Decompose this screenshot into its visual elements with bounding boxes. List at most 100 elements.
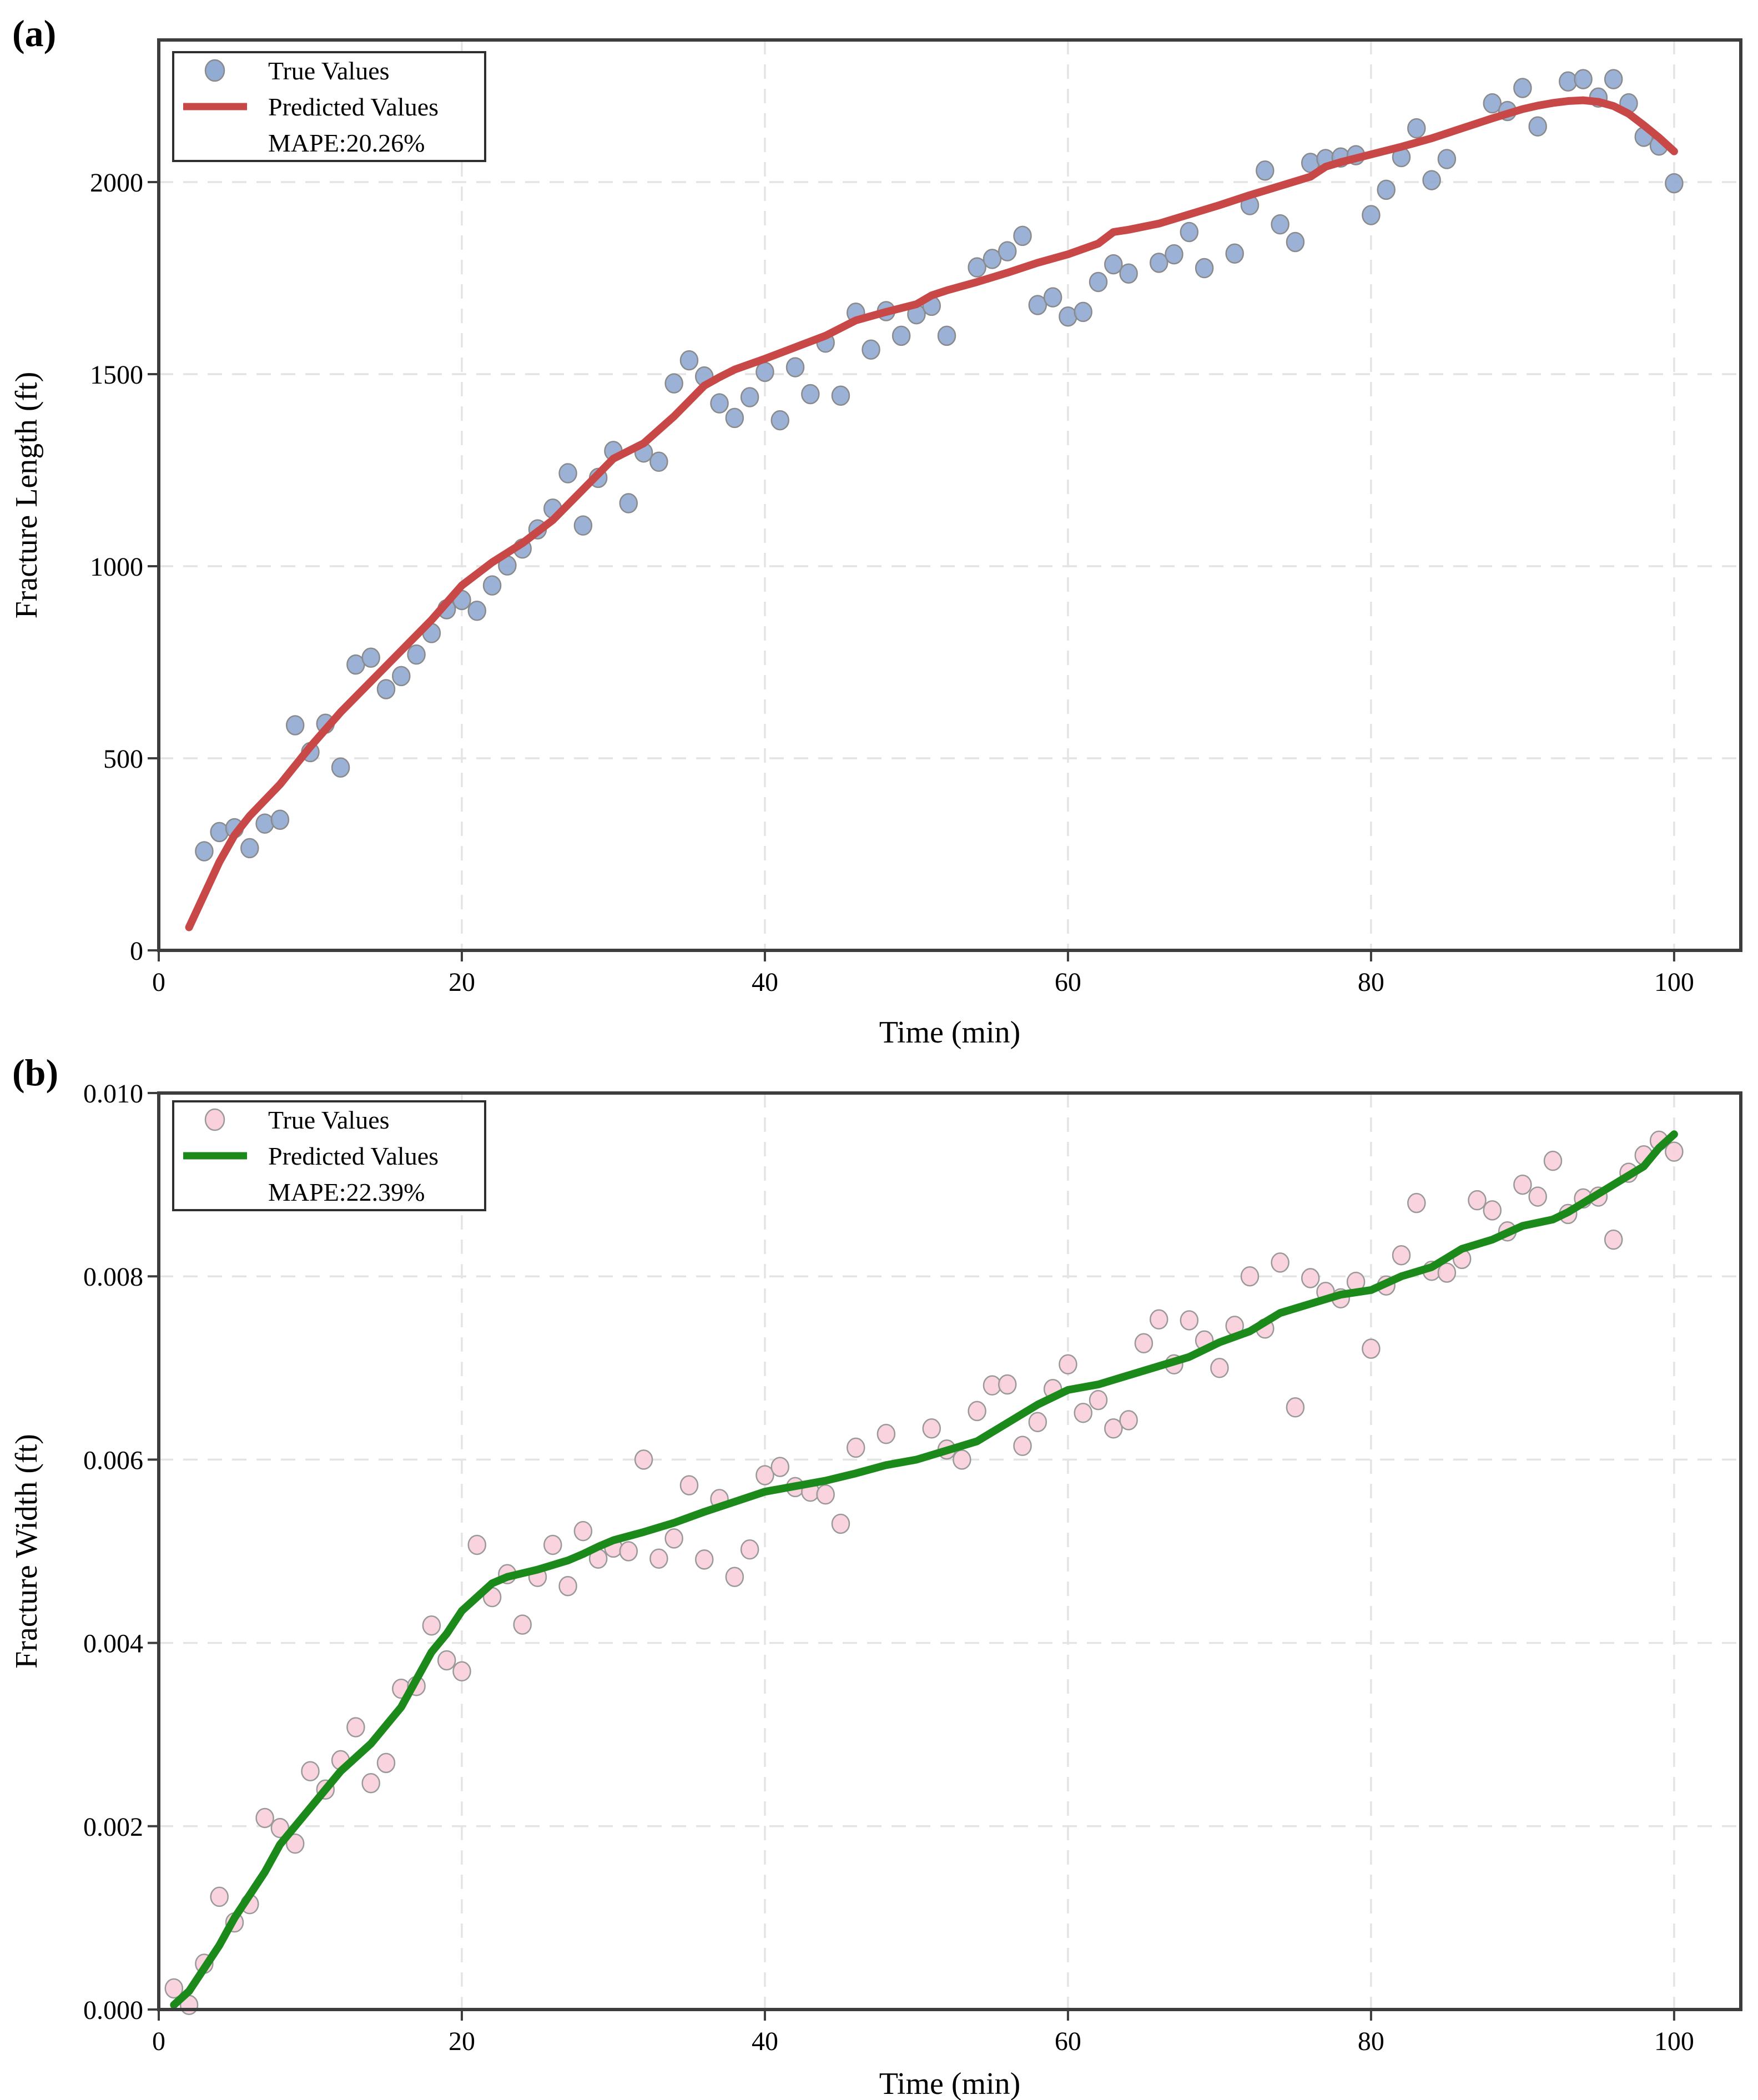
- true-value-point: [922, 1418, 941, 1439]
- true-value-point: [649, 451, 668, 472]
- panel-label-a: (a): [12, 12, 57, 54]
- true-value-point: [1180, 1310, 1199, 1331]
- true-value-point: [1362, 1338, 1381, 1359]
- true-value-point: [619, 1541, 638, 1562]
- true-value-point: [407, 644, 426, 665]
- x-tick-label: 0: [152, 2027, 165, 2056]
- legend: True Values Predicted Values MAPE:20.26%: [172, 51, 486, 162]
- true-value-point: [452, 1661, 471, 1682]
- legend: True Values Predicted Values MAPE:22.39%: [172, 1100, 486, 1211]
- chart-b: 0 20 40 60 80 100 0.000 0.002 0.004 0.006 0.008 0.0…: [9, 1079, 1742, 2100]
- y-tick-label: 500: [103, 744, 143, 774]
- y-tick-label: 0.006: [83, 1446, 143, 1475]
- true-value-point: [816, 1484, 835, 1505]
- true-value-point: [649, 1548, 668, 1569]
- true-value-point: [482, 575, 502, 596]
- true-value-point: [467, 601, 487, 621]
- legend-marker-dot: [204, 1108, 225, 1131]
- true-value-point: [573, 515, 593, 536]
- true-value-point: [770, 410, 790, 431]
- true-value-point: [422, 1615, 441, 1636]
- true-value-point: [1074, 301, 1092, 323]
- true-value-point: [953, 1449, 971, 1470]
- true-value-point: [725, 1567, 744, 1587]
- legend-marker-dot: [204, 59, 225, 82]
- y-tick-label: 0.004: [83, 1629, 143, 1659]
- true-value-point: [679, 1475, 699, 1495]
- legend-label: True Values: [268, 57, 390, 85]
- true-value-point: [331, 757, 350, 778]
- legend-label: Predicted Values: [268, 93, 439, 121]
- true-value-point: [1043, 287, 1062, 308]
- true-value-point: [1528, 116, 1547, 137]
- true-value-point: [1089, 1389, 1108, 1411]
- true-value-point: [1165, 244, 1183, 265]
- true-value-point: [1422, 170, 1441, 190]
- true-value-point: [1210, 1358, 1229, 1378]
- true-value-point: [710, 393, 729, 414]
- true-value-point: [346, 1717, 365, 1738]
- true-value-point: [1301, 1268, 1320, 1288]
- plot-border: [157, 38, 1742, 952]
- legend-label: Predicted Values: [268, 1142, 439, 1170]
- x-axis-label: Time (min): [879, 1015, 1021, 1050]
- true-value-point: [619, 493, 638, 513]
- true-value-point: [1013, 1436, 1032, 1456]
- true-value-point: [513, 1614, 532, 1635]
- y-tick-label: 0: [130, 936, 143, 966]
- true-value-point: [437, 1650, 456, 1671]
- true-value-point: [558, 1575, 577, 1597]
- true-value-point: [634, 1449, 653, 1470]
- true-value-point: [195, 841, 214, 862]
- true-value-point: [1407, 1192, 1426, 1213]
- true-value-point: [831, 1513, 850, 1534]
- true-value-point: [998, 241, 1017, 261]
- x-tick-label: 100: [1654, 968, 1694, 997]
- true-value-point: [1013, 225, 1032, 246]
- true-value-point: [467, 1534, 487, 1555]
- true-value-point: [755, 361, 774, 382]
- predicted-values-line: [170, 1130, 1678, 2009]
- true-value-point: [1149, 253, 1168, 273]
- true-value-point: [361, 647, 380, 668]
- true-value-point: [255, 1807, 274, 1829]
- true-value-point: [1665, 173, 1684, 194]
- true-value-point: [1513, 78, 1532, 98]
- true-value-point: [376, 679, 396, 699]
- true-value-point: [1468, 1190, 1487, 1211]
- y-axis-label: Fracture Length (ft): [9, 372, 44, 619]
- true-value-point: [1604, 1229, 1623, 1250]
- true-value-point: [770, 1457, 790, 1477]
- true-value-point: [785, 357, 805, 377]
- true-value-point: [210, 822, 229, 843]
- true-value-point: [543, 1534, 562, 1555]
- plot-border: [157, 1091, 1742, 2011]
- true-value-point: [1104, 254, 1123, 275]
- true-value-point: [1437, 149, 1457, 169]
- true-value-point: [862, 339, 880, 360]
- true-value-point: [210, 1886, 229, 1907]
- true-values-scatter: [164, 1130, 1684, 2015]
- true-value-point: [558, 463, 577, 484]
- true-value-point: [1119, 1410, 1138, 1431]
- true-value-point: [1377, 179, 1396, 200]
- true-value-point: [1604, 69, 1623, 89]
- true-value-point: [968, 257, 986, 278]
- true-value-point: [664, 1528, 683, 1549]
- true-value-point: [1574, 69, 1593, 89]
- true-value-point: [968, 1401, 986, 1422]
- true-value-point: [740, 387, 759, 407]
- legend-label: True Values: [268, 1106, 390, 1134]
- x-tick-label: 20: [449, 968, 475, 997]
- x-tick-label: 80: [1358, 968, 1384, 997]
- true-value-point: [1271, 1252, 1289, 1273]
- true-value-point: [1392, 1245, 1411, 1266]
- y-tick-label: 2000: [90, 168, 143, 198]
- true-value-point: [1028, 1412, 1047, 1432]
- true-value-point: [1407, 118, 1426, 139]
- true-value-point: [1240, 1266, 1260, 1287]
- true-value-point: [1513, 1174, 1532, 1195]
- true-value-point: [1543, 1150, 1563, 1171]
